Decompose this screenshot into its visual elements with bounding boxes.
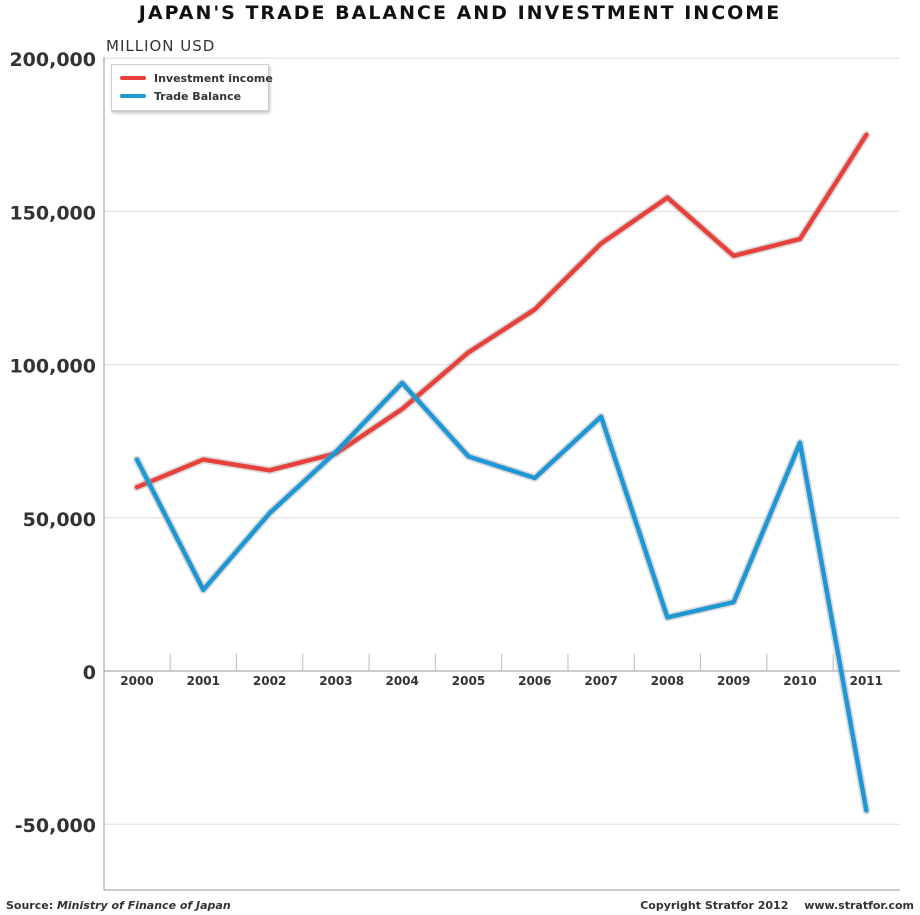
chart-title: JAPAN'S TRADE BALANCE AND INVESTMENT INC… bbox=[138, 2, 782, 24]
x-tick-label: 2002 bbox=[253, 674, 286, 688]
y-tick-label: 200,000 bbox=[9, 49, 96, 71]
source-text: Ministry of Finance of Japan bbox=[56, 899, 231, 912]
y-tick-label: 100,000 bbox=[9, 356, 96, 378]
y-tick-label: -50,000 bbox=[15, 815, 96, 837]
x-tick-label: 2000 bbox=[120, 674, 153, 688]
copyright-text: Copyright Stratfor 2012 bbox=[640, 899, 789, 912]
legend-label-investment-income: Investment income bbox=[154, 71, 273, 85]
y-tick-label: 50,000 bbox=[23, 509, 96, 531]
legend-item-investment-income: Investment income bbox=[120, 70, 273, 86]
x-tick-label: 2005 bbox=[452, 674, 485, 688]
series-halo-trade-balance bbox=[133, 378, 871, 815]
y-tick-label: 150,000 bbox=[9, 202, 96, 224]
grid-lines bbox=[104, 57, 900, 825]
series-line-investment-income bbox=[134, 132, 869, 490]
y-axis-unit-label: MILLION USD bbox=[106, 37, 216, 55]
legend-swatch-trade-balance bbox=[120, 94, 146, 98]
tick-labels: -50,000 0 50,000 100,000 150,000 200,000 2000 2… bbox=[9, 49, 883, 837]
source-note: Source: Ministry of Finance of Japan bbox=[6, 899, 231, 912]
source-prefix: Source: bbox=[6, 899, 54, 912]
legend-label-trade-balance: Trade Balance bbox=[154, 89, 242, 103]
x-tick-label: 2011 bbox=[850, 674, 883, 688]
y-tick-label: 0 bbox=[83, 662, 96, 684]
series-lines bbox=[133, 130, 871, 815]
axes bbox=[103, 57, 900, 891]
x-tick-label: 2006 bbox=[518, 674, 551, 688]
series-line-trade-balance bbox=[134, 380, 869, 813]
credits: Copyright Stratfor 2012 www.stratfor.com bbox=[628, 899, 914, 912]
legend: Investment income Trade Balance bbox=[111, 64, 273, 111]
x-tick-label: 2010 bbox=[783, 674, 816, 688]
x-tick-label: 2001 bbox=[187, 674, 220, 688]
x-tick-label: 2009 bbox=[717, 674, 750, 688]
x-tick-label: 2004 bbox=[385, 674, 418, 688]
legend-swatch-investment-income bbox=[120, 76, 146, 80]
website-text: www.stratfor.com bbox=[804, 899, 914, 912]
x-tick-label: 2003 bbox=[319, 674, 352, 688]
x-tick-label: 2008 bbox=[651, 674, 684, 688]
legend-item-trade-balance: Trade Balance bbox=[120, 88, 241, 104]
series-halo-investment-income bbox=[133, 130, 871, 492]
x-tick-label: 2007 bbox=[584, 674, 617, 688]
